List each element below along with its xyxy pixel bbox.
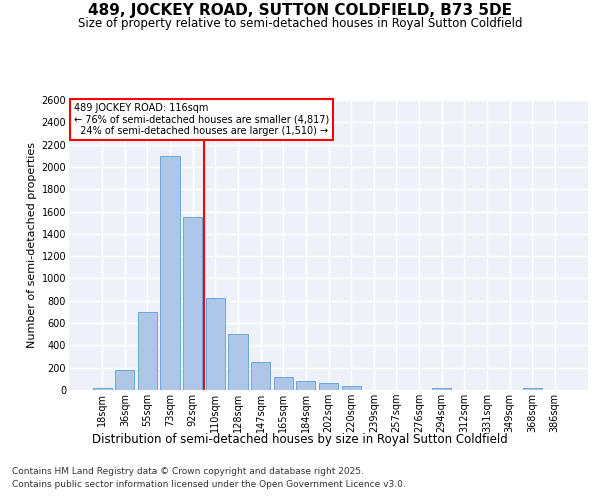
Bar <box>160 156 180 390</box>
Bar <box>206 298 225 390</box>
Bar <box>115 370 134 390</box>
Bar <box>319 384 338 390</box>
Bar <box>229 334 248 390</box>
Y-axis label: Number of semi-detached properties: Number of semi-detached properties <box>28 142 37 348</box>
Text: Size of property relative to semi-detached houses in Royal Sutton Coldfield: Size of property relative to semi-detach… <box>78 18 522 30</box>
Bar <box>92 388 112 390</box>
Bar <box>341 386 361 390</box>
Text: Contains HM Land Registry data © Crown copyright and database right 2025.
Contai: Contains HM Land Registry data © Crown c… <box>12 468 406 489</box>
Bar <box>183 217 202 390</box>
Bar <box>251 362 270 390</box>
Bar <box>523 388 542 390</box>
Text: 489 JOCKEY ROAD: 116sqm
← 76% of semi-detached houses are smaller (4,817)
  24% : 489 JOCKEY ROAD: 116sqm ← 76% of semi-de… <box>74 103 329 136</box>
Bar <box>296 381 316 390</box>
Bar <box>432 388 451 390</box>
Bar <box>138 312 157 390</box>
Bar <box>274 376 293 390</box>
Text: 489, JOCKEY ROAD, SUTTON COLDFIELD, B73 5DE: 489, JOCKEY ROAD, SUTTON COLDFIELD, B73 … <box>88 2 512 18</box>
Text: Distribution of semi-detached houses by size in Royal Sutton Coldfield: Distribution of semi-detached houses by … <box>92 432 508 446</box>
